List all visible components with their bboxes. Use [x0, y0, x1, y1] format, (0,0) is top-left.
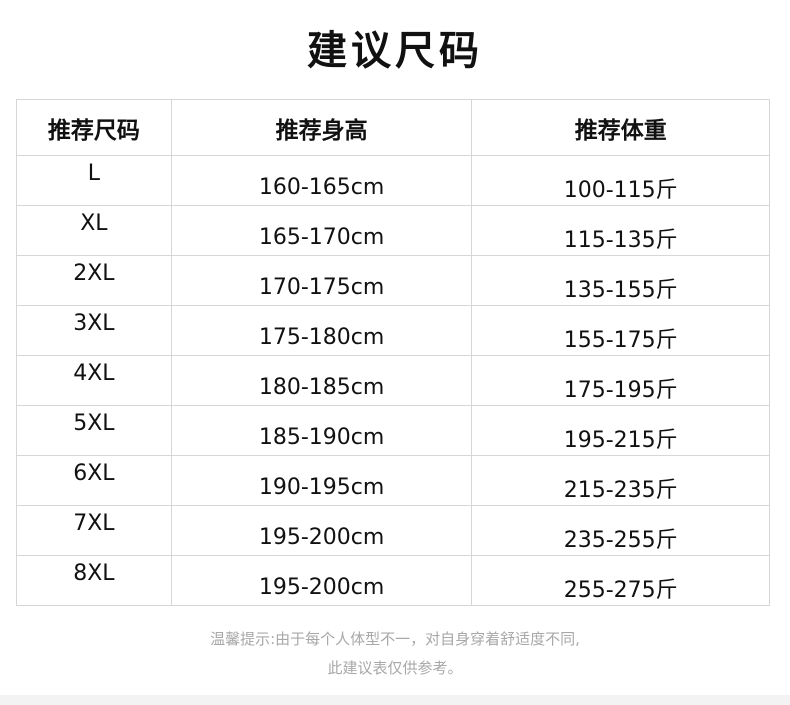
header-height: 推荐身高 — [170, 99, 473, 156]
height-cell: 160-165cm — [170, 155, 473, 206]
size-cell-text: L — [87, 161, 101, 186]
height-cell: 195-200cm — [170, 505, 473, 556]
weight-cell-text: 115-135斤 — [563, 227, 678, 253]
header-weight: 推荐体重 — [471, 99, 770, 156]
weight-cell-text: 155-175斤 — [563, 327, 678, 353]
table-row: 8XL 195-200cm 255-275斤 — [16, 555, 770, 606]
height-cell: 175-180cm — [170, 305, 473, 356]
weight-cell: 235-255斤 — [471, 505, 770, 556]
height-cell: 185-190cm — [170, 405, 473, 456]
table-row: 6XL 190-195cm 215-235斤 — [16, 455, 770, 506]
header-size: 推荐尺码 — [16, 99, 172, 156]
size-cell-text: 2XL — [73, 261, 115, 286]
height-cell: 180-185cm — [170, 355, 473, 406]
height-cell: 190-195cm — [170, 455, 473, 506]
size-cell: XL — [16, 205, 172, 256]
size-cell: 5XL — [16, 405, 172, 456]
size-cell: 7XL — [16, 505, 172, 556]
height-cell-text: 195-200cm — [258, 525, 385, 550]
weight-cell-text: 135-155斤 — [563, 277, 678, 303]
page-title: 建议尺码 — [307, 28, 483, 74]
size-cell-text: 4XL — [73, 361, 115, 386]
size-cell-text: 8XL — [73, 561, 115, 586]
weight-cell-text: 255-275斤 — [563, 577, 678, 603]
height-cell-text: 180-185cm — [258, 375, 385, 400]
height-cell: 195-200cm — [170, 555, 473, 606]
height-cell-text: 185-190cm — [258, 425, 385, 450]
weight-cell-text: 195-215斤 — [563, 427, 678, 453]
table-row: 5XL 185-190cm 195-215斤 — [16, 405, 770, 456]
size-cell: 3XL — [16, 305, 172, 356]
weight-cell: 255-275斤 — [471, 555, 770, 606]
height-cell-text: 170-175cm — [258, 275, 385, 300]
table-row: 3XL 175-180cm 155-175斤 — [16, 305, 770, 356]
weight-cell: 135-155斤 — [471, 255, 770, 306]
size-cell-text: 7XL — [73, 511, 115, 536]
bottom-band — [0, 695, 790, 705]
note-line-2: 此建议表仅供参考。 — [327, 659, 463, 677]
weight-cell: 100-115斤 — [471, 155, 770, 206]
table-row: L 160-165cm 100-115斤 — [16, 155, 770, 206]
table-row: XL 165-170cm 115-135斤 — [16, 205, 770, 256]
height-cell-text: 160-165cm — [258, 175, 385, 200]
height-cell-text: 165-170cm — [258, 225, 385, 250]
weight-cell: 195-215斤 — [471, 405, 770, 456]
size-cell-text: XL — [80, 211, 108, 236]
weight-cell: 115-135斤 — [471, 205, 770, 256]
size-cell-text: 3XL — [73, 311, 115, 336]
weight-cell-text: 175-195斤 — [563, 377, 678, 403]
height-cell-text: 195-200cm — [258, 575, 385, 600]
weight-cell-text: 235-255斤 — [563, 527, 678, 553]
weight-cell: 155-175斤 — [471, 305, 770, 356]
height-cell: 170-175cm — [170, 255, 473, 306]
size-cell: L — [16, 155, 172, 206]
size-cell-text: 6XL — [73, 461, 115, 486]
table-row: 2XL 170-175cm 135-155斤 — [16, 255, 770, 306]
weight-cell-text: 215-235斤 — [563, 477, 678, 503]
size-table: 推荐尺码 推荐身高 推荐体重 L 160-165cm 100-115斤 XL 165-1… — [16, 99, 770, 606]
height-cell-text: 190-195cm — [258, 475, 385, 500]
weight-cell-text: 100-115斤 — [563, 177, 678, 203]
size-cell: 4XL — [16, 355, 172, 406]
table-row: 4XL 180-185cm 175-195斤 — [16, 355, 770, 406]
size-cell: 2XL — [16, 255, 172, 306]
table-header-row: 推荐尺码 推荐身高 推荐体重 — [16, 99, 770, 156]
size-cell: 8XL — [16, 555, 172, 606]
size-cell-text: 5XL — [73, 411, 115, 436]
weight-cell: 175-195斤 — [471, 355, 770, 406]
note-line-1: 温馨提示:由于每个人体型不一，对自身穿着舒适度不同, — [210, 630, 580, 648]
table-row: 7XL 195-200cm 235-255斤 — [16, 505, 770, 556]
height-cell-text: 175-180cm — [258, 325, 385, 350]
weight-cell: 215-235斤 — [471, 455, 770, 506]
height-cell: 165-170cm — [170, 205, 473, 256]
size-cell: 6XL — [16, 455, 172, 506]
